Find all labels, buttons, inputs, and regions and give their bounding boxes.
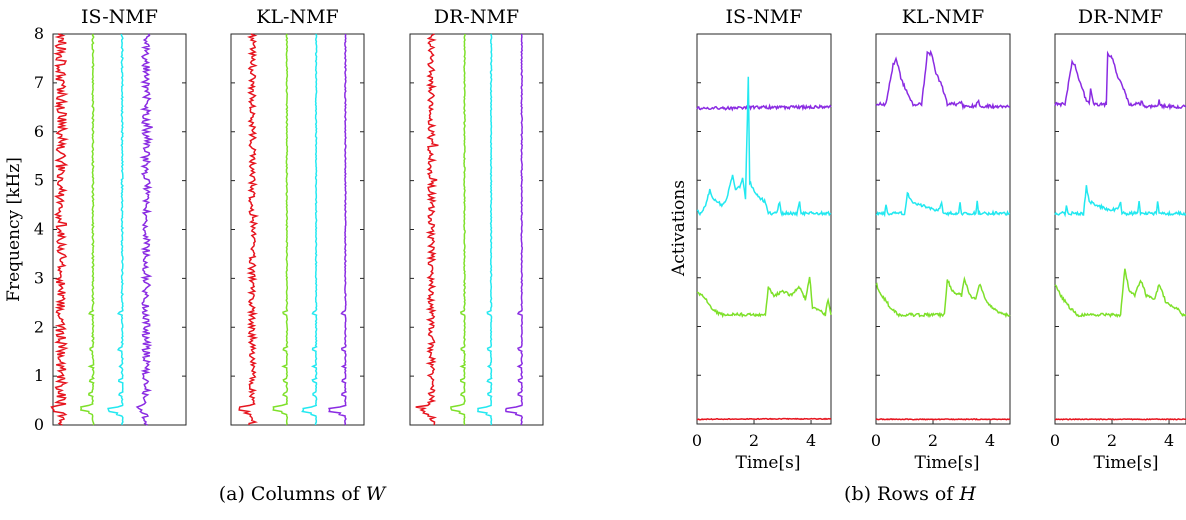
w-subplot-title: DR-NMF [434, 6, 519, 28]
h-activation-series-1 [875, 49, 1010, 111]
h-x-tick-label: 2 [928, 431, 938, 450]
h-activation-series-1 [696, 103, 832, 112]
w-subplot-1: IS-NMF 0 1 2 3 4 5 6 7 8 Frequency [kHz] [4, 6, 187, 434]
w-y-tick-label: 6 [34, 122, 44, 141]
h-x-tick-label: 0 [871, 431, 881, 450]
w-column-series-4 [505, 34, 524, 426]
w-y-tick-label: 2 [34, 317, 44, 336]
w-subplot-title: IS-NMF [81, 6, 158, 28]
h-activation-series-3 [875, 275, 1011, 319]
w-column-series-2 [450, 33, 467, 425]
h-x-axis-label: Time[s] [1094, 453, 1159, 473]
w-column-series-1 [415, 33, 439, 426]
w-column-series-3 [477, 33, 493, 426]
h-x-tick-label: 4 [806, 431, 816, 450]
h-activation-series-3 [1054, 268, 1186, 319]
h-x-tick-label: 0 [692, 431, 702, 450]
w-y-tick-label: 1 [34, 366, 44, 385]
h-activation-series-4 [875, 418, 1011, 421]
h-x-tick-label: 2 [1107, 431, 1117, 450]
panel-a-columns-of-w: IS-NMF 0 1 2 3 4 5 6 7 8 Frequency [kHz] KL-NMF DR-N… [4, 6, 544, 434]
h-x-tick-label: 4 [985, 431, 995, 450]
w-y-tick-label: 3 [34, 268, 44, 287]
h-axes-box [1054, 33, 1186, 425]
w-y-tick-label: 0 [34, 415, 44, 434]
h-activation-series-2 [1054, 185, 1186, 218]
h-activation-series-2 [696, 76, 832, 218]
h-x-tick-label: 0 [1050, 431, 1060, 450]
w-y-tick-label: 5 [34, 171, 44, 190]
h-subplot-title: IS-NMF [726, 6, 803, 28]
caption-a: (a) Columns of W [219, 483, 387, 505]
h-subplot-3: DR-NMF 0 2 4 Time[s] [1050, 6, 1186, 473]
w-subplot-3: DR-NMF [409, 6, 544, 426]
w-y-axis-label: Frequency [kHz] [4, 157, 24, 302]
w-column-series-1 [238, 33, 260, 426]
w-column-series-3 [301, 33, 318, 425]
h-activation-series-1 [1054, 50, 1186, 111]
w-axes-box [52, 33, 187, 426]
caption-b: (b) Rows of H [844, 483, 976, 505]
w-column-series-2 [272, 33, 289, 426]
h-y-axis-label: Activations [669, 180, 689, 277]
h-subplot-title: KL-NMF [902, 6, 985, 28]
h-activation-series-2 [875, 191, 1011, 218]
h-x-axis-label: Time[s] [736, 453, 801, 473]
w-y-tick-label: 7 [34, 73, 44, 92]
h-subplot-title: DR-NMF [1078, 6, 1163, 28]
h-axes-box [696, 33, 832, 425]
w-column-series-2 [80, 33, 95, 426]
h-x-tick-label: 4 [1164, 431, 1174, 450]
h-activation-series-4 [1054, 418, 1186, 421]
h-x-tick-label: 2 [749, 431, 759, 450]
h-subplot-2: KL-NMF 0 2 4 Time[s] [871, 6, 1011, 473]
h-activation-series-3 [696, 276, 832, 319]
panel-b-rows-of-h: IS-NMF 0 2 4 Time[s] Activations KL-NMF 0 2 4 Time… [669, 6, 1186, 473]
w-column-series-3 [107, 34, 124, 426]
w-column-series-4 [328, 33, 347, 426]
h-axes-box [875, 33, 1011, 425]
w-column-series-4 [135, 33, 154, 426]
w-y-tick-label: 4 [34, 220, 44, 239]
w-y-tick-label: 8 [34, 24, 44, 43]
h-x-axis-label: Time[s] [915, 453, 980, 473]
w-column-series-1 [50, 33, 70, 426]
h-subplot-1: IS-NMF 0 2 4 Time[s] Activations [669, 6, 832, 473]
w-subplot-2: KL-NMF [230, 6, 365, 426]
w-subplot-title: KL-NMF [256, 6, 339, 28]
h-activation-series-4 [697, 417, 832, 421]
